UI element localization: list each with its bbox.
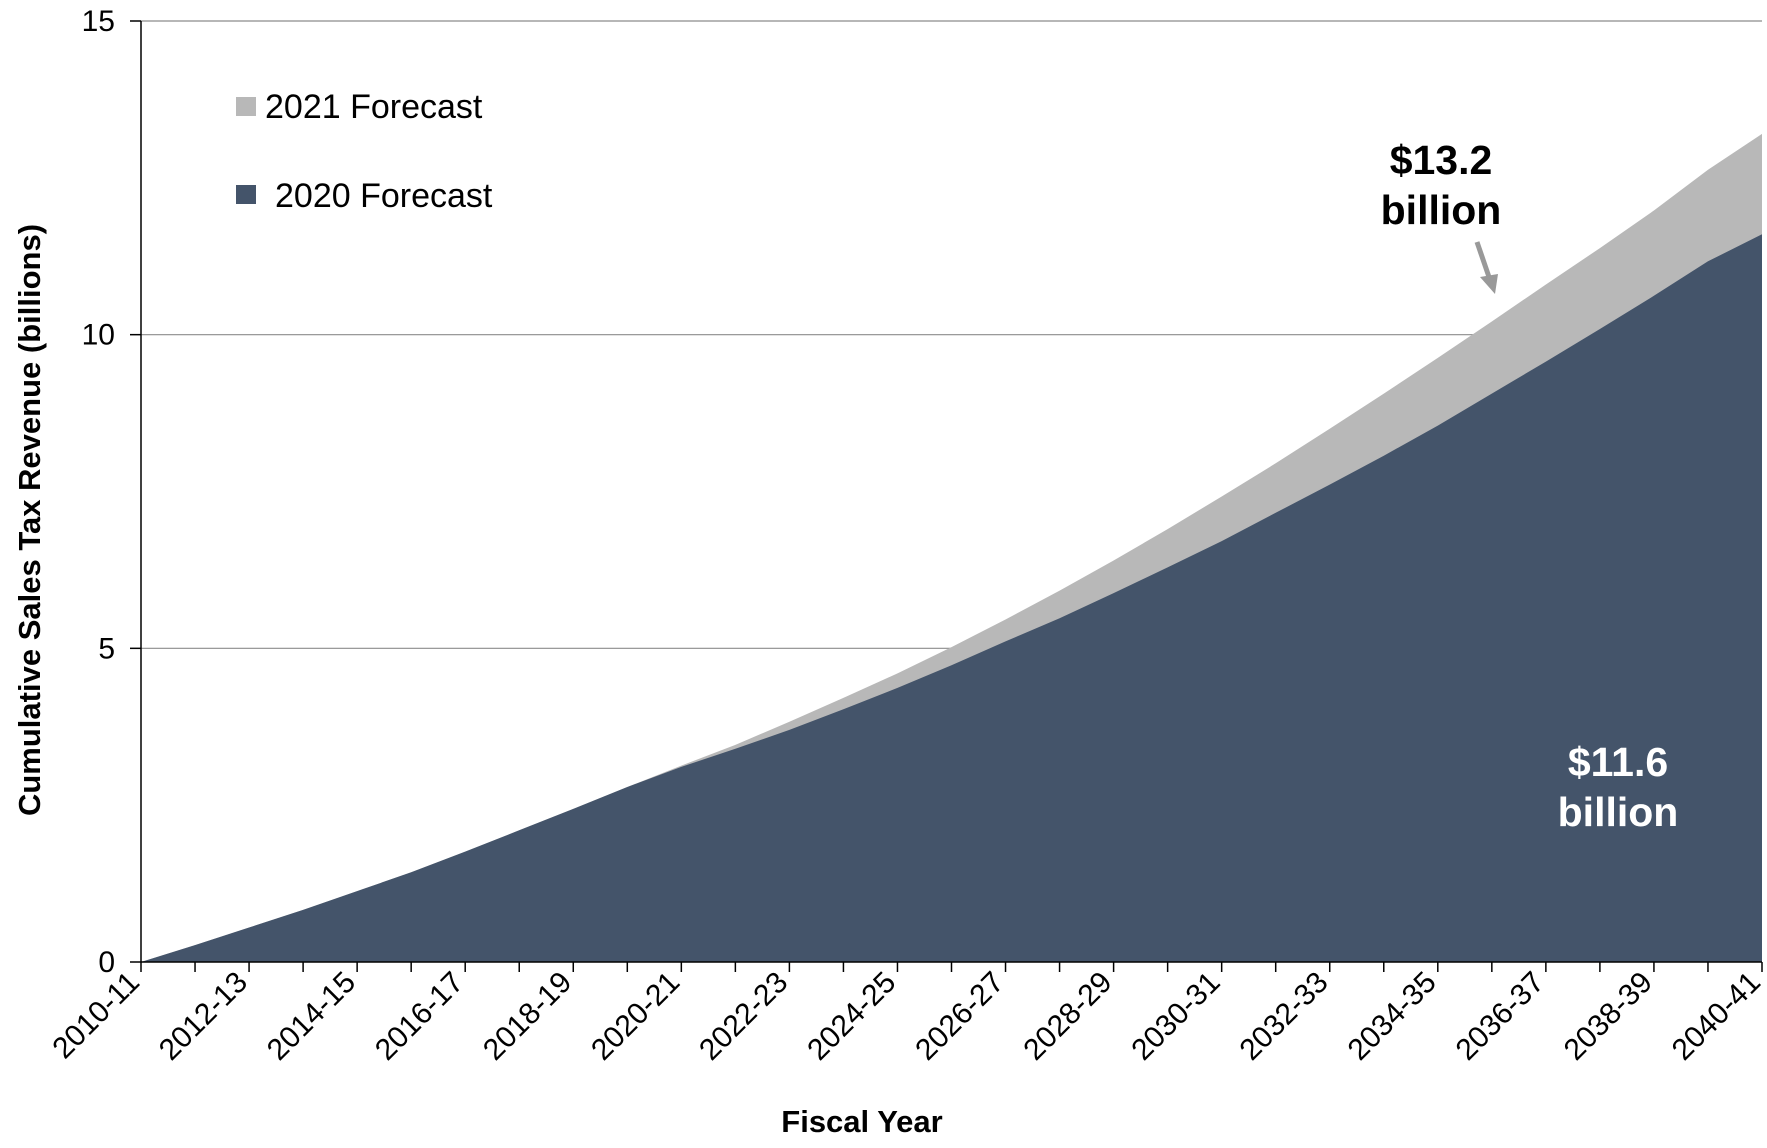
x-tick-label: 2012-13 — [153, 966, 254, 1067]
legend-swatch-2020 — [236, 185, 256, 204]
x-tick-label: 2032-33 — [1233, 966, 1334, 1067]
annotation-13-2-unit: billion — [1381, 187, 1502, 233]
x-tick-label: 2016-17 — [369, 966, 470, 1067]
y-tick-labels: 0 5 10 15 — [82, 5, 115, 979]
legend-label-2020: 2020 Forecast — [275, 177, 493, 215]
y-tick-label: 15 — [82, 5, 115, 38]
x-tick-label: 2036-37 — [1450, 966, 1551, 1067]
x-tick-label: 2034-35 — [1342, 966, 1443, 1067]
x-tick-label: 2018-19 — [477, 966, 578, 1067]
annotation-arrow-head — [1480, 274, 1498, 294]
y-tick-label: 0 — [98, 946, 115, 979]
x-tick-label: 2020-21 — [585, 966, 686, 1067]
legend-label-2021: 2021 Forecast — [265, 88, 483, 126]
x-tick-labels: 2010-11 2012-13 2014-15 2016-17 2018-19 2020-… — [46, 966, 1767, 1067]
x-tick-label: 2014-15 — [261, 966, 362, 1067]
x-tick-label: 2024-25 — [801, 966, 902, 1067]
annotation-11-6-unit: billion — [1558, 789, 1679, 835]
annotation-11-6-billion: $11.6 billion — [1558, 739, 1679, 835]
annotation-11-6-value: $11.6 — [1568, 739, 1668, 785]
y-tick-label: 10 — [82, 319, 115, 352]
x-tick-label: 2010-11 — [46, 966, 146, 1066]
x-axis-title: Fiscal Year — [781, 1104, 942, 1139]
y-tick-label: 5 — [98, 632, 115, 665]
annotation-13-2-value: $13.2 — [1390, 137, 1493, 183]
legend-swatch-2021 — [236, 97, 256, 116]
x-tick-label: 2038-39 — [1558, 966, 1659, 1067]
x-tick-label: 2040-41 — [1666, 966, 1767, 1067]
y-axis-title: Cumulative Sales Tax Revenue (billions) — [12, 224, 47, 816]
legend: 2021 Forecast 2020 Forecast — [236, 88, 493, 215]
x-tick-label: 2028-29 — [1017, 966, 1118, 1067]
annotation-arrow-shaft — [1474, 241, 1492, 278]
area-2020-forecast — [141, 234, 1762, 963]
x-tick-label: 2022-23 — [693, 966, 794, 1067]
axes — [130, 20, 1763, 972]
annotation-13-2-billion: $13.2 billion — [1381, 137, 1502, 294]
x-tick-label: 2026-27 — [909, 966, 1010, 1067]
x-tick-label: 2030-31 — [1125, 966, 1226, 1067]
